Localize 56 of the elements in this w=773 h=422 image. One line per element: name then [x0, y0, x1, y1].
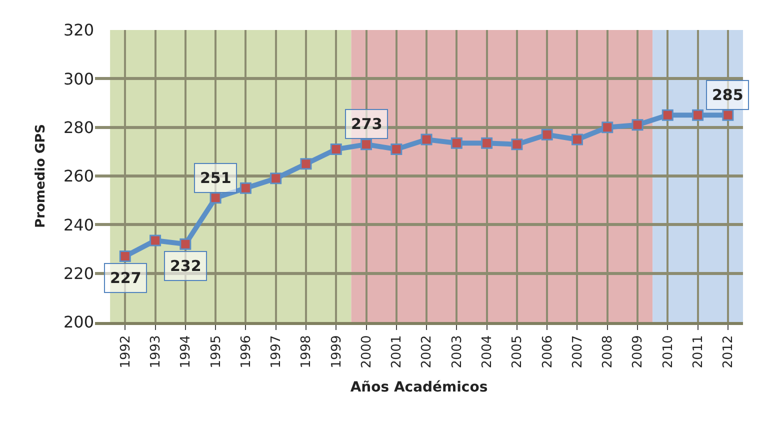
point — [450, 137, 462, 149]
data-label: 227 — [110, 269, 142, 287]
x-tick-label: 2010 — [660, 335, 676, 368]
y-tick-label: 220 — [63, 264, 94, 283]
point — [330, 143, 342, 155]
x-tick-label: 1999 — [329, 335, 344, 368]
x-tick-label: 1995 — [208, 335, 224, 368]
y-tick-label: 240 — [63, 215, 94, 234]
point — [722, 109, 734, 121]
x-tick-label: 1996 — [238, 335, 254, 368]
x-tick-label: 2003 — [450, 335, 465, 368]
x-tick-label: 2007 — [570, 335, 586, 368]
point — [420, 134, 432, 146]
y-axis-title: Promedio GPS — [33, 124, 48, 228]
y-tick-label: 280 — [63, 118, 94, 137]
x-tick-label: 2006 — [540, 335, 556, 368]
x-tick-label: 1992 — [118, 335, 134, 368]
point — [150, 234, 162, 246]
point — [180, 238, 192, 250]
x-tick-label: 2012 — [721, 335, 736, 368]
x-tick-label: 2001 — [390, 335, 405, 368]
point — [360, 138, 372, 150]
point — [571, 134, 583, 146]
x-tick-label: 2005 — [510, 335, 526, 368]
y-tick-label: 260 — [63, 166, 94, 186]
point — [270, 172, 282, 184]
x-tick-label: 2011 — [691, 335, 706, 368]
point — [390, 143, 402, 155]
x-tick-label: 1993 — [148, 335, 164, 368]
data-label: 273 — [351, 115, 382, 133]
x-tick-label: 2000 — [359, 335, 374, 368]
x-axis-title: Años Académicos — [350, 380, 488, 396]
point — [481, 137, 493, 149]
x-tick-label: 2004 — [480, 335, 496, 368]
point — [210, 192, 222, 204]
x-tick-label: 1994 — [178, 335, 194, 368]
y-tick-label: 200 — [63, 312, 94, 332]
y-tick-label: 300 — [63, 69, 94, 88]
data-label: 251 — [200, 169, 232, 187]
point — [240, 182, 252, 194]
x-tick-label: 1997 — [269, 335, 284, 368]
data-label: 232 — [170, 257, 202, 275]
point — [511, 138, 523, 150]
point — [300, 158, 312, 170]
point — [692, 109, 704, 121]
point — [119, 250, 131, 262]
point — [632, 119, 644, 131]
point — [541, 128, 553, 140]
x-tick-label: 2009 — [630, 335, 646, 368]
y-tick-label: 320 — [63, 20, 94, 40]
point — [602, 122, 614, 134]
data-label: 285 — [712, 86, 744, 104]
x-tick-label: 1998 — [299, 335, 314, 368]
point — [662, 109, 674, 121]
x-tick-label: 2008 — [600, 335, 616, 368]
x-tick-label: 2002 — [420, 335, 435, 368]
